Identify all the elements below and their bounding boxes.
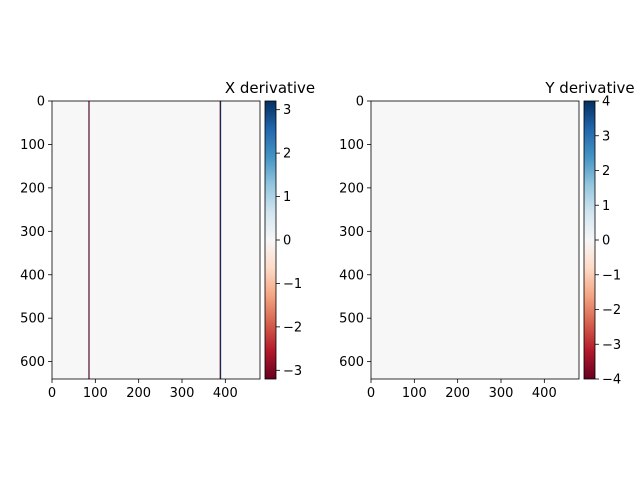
y-derivative-xtick-label-4: 400 [532, 386, 557, 401]
y-derivative-title: Y derivative [544, 79, 634, 97]
x-derivative-ytick-label-5: 500 [20, 312, 45, 327]
y-derivative-colorbar-tick-label-3: 1 [602, 199, 610, 214]
y-derivative-colorbar-tick-label-4: 0 [602, 234, 610, 249]
x-derivative-title: X derivative [225, 79, 315, 97]
x-derivative-colorbar-tick-label-5: −2 [283, 320, 302, 335]
y-derivative-colorbar-tick-label-7: −3 [602, 338, 621, 353]
y-derivative-ytick-label-1: 100 [339, 138, 364, 153]
x-derivative-panel: 0 100 200 300 400 0 100 200 300 400 500 600 X deri… [20, 79, 315, 401]
y-derivative-colorbar-tick-label-0: 4 [602, 95, 610, 110]
x-derivative-colorbar-tick-label-2: 1 [283, 190, 291, 205]
x-derivative-ytick-label-2: 200 [20, 181, 45, 196]
y-derivative-xtick-label-0: 0 [367, 386, 375, 401]
x-derivative-ytick-label-0: 0 [37, 95, 45, 110]
y-derivative-colorbar-gradient [583, 100, 596, 380]
y-derivative-heatmap [371, 101, 579, 379]
x-derivative-xtick-label-2: 200 [126, 386, 151, 401]
x-derivative-ytick-label-3: 300 [20, 225, 45, 240]
x-derivative-xtick-label-1: 100 [83, 386, 108, 401]
y-derivative-colorbar-tick-label-2: 2 [602, 164, 610, 179]
x-derivative-colorbar-tick-label-0: 3 [283, 103, 291, 118]
x-derivative-xtick-label-4: 400 [213, 386, 238, 401]
y-derivative-colorbar-tick-label-6: −2 [602, 303, 621, 318]
y-derivative-colorbar: 4 3 2 1 0 −1 −2 −3 −4 [583, 95, 621, 388]
x-derivative-frame [51, 100, 261, 380]
y-derivative-xtick-label-1: 100 [402, 386, 427, 401]
y-derivative-colorbar-tick-label-1: 3 [602, 129, 610, 144]
y-derivative-colorbar-tick-label-8: −4 [602, 373, 621, 388]
y-derivative-xtick-label-2: 200 [445, 386, 470, 401]
x-derivative-colorbar: 3 2 1 0 −1 −2 −3 [264, 100, 302, 380]
x-derivative-heatmap [52, 101, 260, 379]
y-derivative-ytick-label-3: 300 [339, 225, 364, 240]
y-derivative-ytick-label-0: 0 [356, 95, 364, 110]
y-derivative-frame [370, 100, 580, 380]
x-derivative-colorbar-tick-label-6: −3 [283, 364, 302, 379]
x-derivative-colorbar-tick-label-1: 2 [283, 147, 291, 162]
x-derivative-colorbar-tick-label-4: −1 [283, 277, 302, 292]
y-derivative-ytick-label-2: 200 [339, 181, 364, 196]
y-derivative-ytick-label-4: 400 [339, 268, 364, 283]
x-derivative-xtick-label-0: 0 [48, 386, 56, 401]
y-derivative-ytick-label-5: 500 [339, 312, 364, 327]
y-derivative-ytick-label-6: 600 [339, 355, 364, 370]
x-derivative-xtick-label-3: 300 [170, 386, 195, 401]
x-derivative-colorbar-tick-label-3: 0 [283, 234, 291, 249]
y-derivative-panel: 0 100 200 300 400 0 100 200 300 400 500 600 Y deri… [339, 79, 634, 401]
x-derivative-ytick-label-6: 600 [20, 355, 45, 370]
x-derivative-ytick-label-1: 100 [20, 138, 45, 153]
y-derivative-colorbar-tick-label-5: −1 [602, 268, 621, 283]
x-derivative-ytick-label-4: 400 [20, 268, 45, 283]
y-derivative-xtick-label-3: 300 [489, 386, 514, 401]
x-derivative-colorbar-gradient [264, 100, 277, 380]
